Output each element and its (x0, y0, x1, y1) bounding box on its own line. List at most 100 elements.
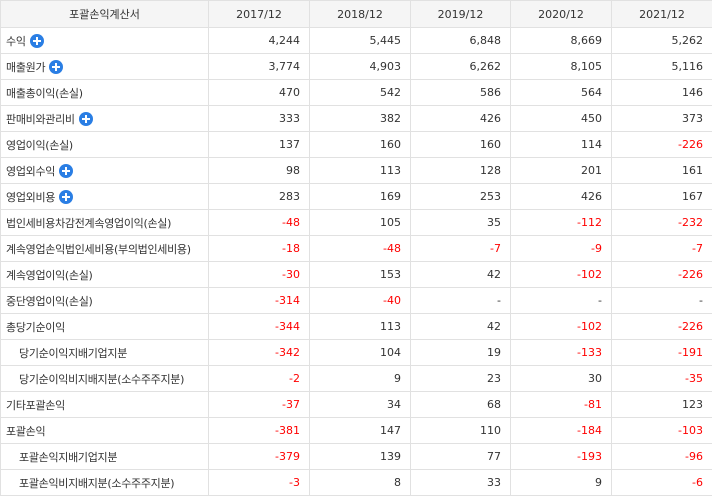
row-label: 중단영업이익(손실) (6, 294, 93, 308)
table-row: 당기순이익지배기업지분 -342 104 19 -133 -191 (0, 339, 712, 366)
table-row: 계속영업손익법인세비용(부의법인세비용) -18 -48 -7 -9 -7 (0, 235, 712, 262)
value-cell: -48 (309, 235, 411, 262)
value-cell: -232 (611, 209, 712, 236)
value-cell: 153 (309, 261, 411, 288)
value-cell: 283 (208, 183, 310, 210)
value-cell: 4,244 (208, 27, 310, 54)
table-row: 수익 4,244 5,445 6,848 8,669 5,262 (0, 27, 712, 54)
row-label: 포괄손익지배기업지분 (19, 450, 118, 464)
value-cell: 139 (309, 443, 411, 470)
value-cell: -7 (611, 235, 712, 262)
value-cell: 128 (410, 157, 511, 184)
value-cell: 253 (410, 183, 511, 210)
value-cell: -6 (611, 469, 712, 496)
value-cell: 35 (410, 209, 511, 236)
table-row: 포괄손익 -381 147 110 -184 -103 (0, 417, 712, 444)
value-cell: 68 (410, 391, 511, 418)
value-cell: 42 (410, 313, 511, 340)
row-label-cell: 계속영업이익(손실) (0, 261, 209, 288)
value-cell: 382 (309, 105, 411, 132)
row-label-cell: 포괄손익 (0, 417, 209, 444)
table-row: 중단영업이익(손실) -314 -40- - - (0, 287, 712, 314)
expand-plus-icon[interactable] (59, 163, 74, 178)
value-cell: 167 (611, 183, 712, 210)
value-cell: -226 (611, 261, 712, 288)
row-label: 법인세비용차감전계속영업이익(손실) (6, 216, 172, 230)
value-cell: -226 (611, 131, 712, 158)
value-cell: 8 (309, 469, 411, 496)
value-cell: -3 (208, 469, 310, 496)
value-cell: -103 (611, 417, 712, 444)
value-cell: -18 (208, 235, 310, 262)
value-cell: 33 (410, 469, 511, 496)
value-cell: 6,848 (410, 27, 511, 54)
expand-plus-icon[interactable] (29, 33, 44, 48)
table-row: 포괄손익비지배지분(소수주주지분) -3 8 33 9 -6 (0, 469, 712, 496)
value-cell: 586 (410, 79, 511, 106)
header-year: 2017/12 (208, 0, 310, 28)
value-cell: 105 (309, 209, 411, 236)
value-cell: 104 (309, 339, 411, 366)
value-cell: -102 (510, 261, 612, 288)
value-cell: -379 (208, 443, 310, 470)
row-label-cell: 매출총이익(손실) (0, 79, 209, 106)
value-cell: 542 (309, 79, 411, 106)
row-label-cell: 포괄손익지배기업지분 (0, 443, 209, 470)
value-cell: -314 (208, 287, 310, 314)
row-label: 포괄손익비지배지분(소수주주지분) (19, 476, 175, 490)
value-cell: 19 (410, 339, 511, 366)
value-cell: -133 (510, 339, 612, 366)
row-label: 당기순이익지배기업지분 (19, 346, 128, 360)
row-label: 매출원가 (6, 60, 46, 74)
value-cell: 169 (309, 183, 411, 210)
value-cell: -40 (309, 287, 411, 314)
table-row: 포괄손익지배기업지분 -379 139 77 -193 -96 (0, 443, 712, 470)
row-label-cell: 법인세비용차감전계속영업이익(손실) (0, 209, 209, 236)
value-cell: - (611, 287, 712, 314)
value-cell: 470 (208, 79, 310, 106)
value-cell: -193 (510, 443, 612, 470)
row-label-cell: 중단영업이익(손실) (0, 287, 209, 314)
value-cell: 373 (611, 105, 712, 132)
value-cell: 4,903 (309, 53, 411, 80)
expand-plus-icon[interactable] (49, 59, 64, 74)
value-cell: 426 (410, 105, 511, 132)
row-label-cell: 수익 (0, 27, 209, 54)
value-cell: 426 (510, 183, 612, 210)
row-label: 매출총이익(손실) (6, 86, 83, 100)
value-cell: 23 (410, 365, 511, 392)
value-cell: 98 (208, 157, 310, 184)
value-cell: 160 (309, 131, 411, 158)
value-cell: 114 (510, 131, 612, 158)
value-cell: -112 (510, 209, 612, 236)
header-year: 2021/12 (611, 0, 712, 28)
value-cell: 113 (309, 313, 411, 340)
value-cell: 77 (410, 443, 511, 470)
row-label: 영업이익(손실) (6, 138, 73, 152)
value-cell: -226 (611, 313, 712, 340)
value-cell: -102 (510, 313, 612, 340)
row-label-cell: 영업이익(손실) (0, 131, 209, 158)
row-label: 계속영업이익(손실) (6, 268, 93, 282)
expand-plus-icon[interactable] (78, 111, 93, 126)
value-cell: 333 (208, 105, 310, 132)
value-cell: -184 (510, 417, 612, 444)
value-cell: -30 (208, 261, 310, 288)
header-year: 2019/12 (410, 0, 511, 28)
expand-plus-icon[interactable] (59, 189, 74, 204)
row-label: 계속영업손익법인세비용(부의법인세비용) (6, 242, 191, 256)
row-label: 수익 (6, 34, 26, 48)
row-label: 당기순이익비지배지분(소수주주지분) (19, 372, 185, 386)
value-cell: -81 (510, 391, 612, 418)
value-cell: 146 (611, 79, 712, 106)
row-label-cell: 매출원가 (0, 53, 209, 80)
row-label: 총당기순이익 (6, 320, 65, 334)
row-label: 포괄손익 (6, 424, 46, 438)
value-cell: -35 (611, 365, 712, 392)
value-cell: 42 (410, 261, 511, 288)
value-cell: -48 (208, 209, 310, 236)
value-cell: 3,774 (208, 53, 310, 80)
value-cell: 564 (510, 79, 612, 106)
table-row: 기타포괄손익 -37 34 68 -81 123 (0, 391, 712, 418)
table-row: 영업이익(손실) 137 160 160 114 -226 (0, 131, 712, 158)
